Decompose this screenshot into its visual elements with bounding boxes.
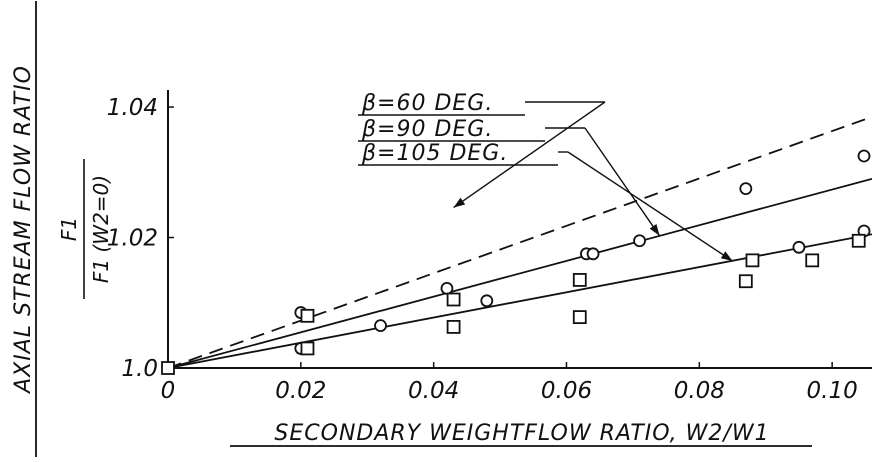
y-fraction-numerator: F1	[57, 217, 81, 241]
legend-leader-1	[584, 127, 661, 236]
axis-titles: SECONDARY WEIGHTFLOW RATIO, W2/W1 AXIAL S…	[11, 1, 812, 457]
square-point-2	[300, 341, 315, 356]
legend-arrowhead-1	[649, 223, 660, 236]
circle-point-8	[633, 234, 646, 248]
x-tick-label-3: 0.06	[541, 378, 592, 404]
circle-point-9	[739, 182, 753, 195]
legend-label-2: β=105 DEG.	[361, 141, 508, 166]
circle-point-5	[480, 294, 494, 308]
x-tick-label-1: 0.02	[275, 378, 326, 404]
x-tick-label-4: 0.08	[674, 378, 725, 404]
x-tick-label-2: 0.04	[408, 378, 459, 404]
x-tick-label-5: 0.10	[807, 378, 858, 404]
series-line-2	[167, 233, 872, 369]
circle-point-10	[792, 240, 806, 254]
square-point-4	[446, 319, 461, 334]
square-point-7	[738, 274, 753, 289]
legend-arrowhead-2	[720, 251, 733, 262]
fit-lines	[167, 115, 872, 369]
square-point-6	[572, 310, 587, 325]
legend-leader-0	[453, 101, 606, 209]
y-tick-label-1: 1.02	[107, 226, 158, 252]
y-tick-label-2: 1.04	[107, 95, 158, 121]
legend-label-0: β=60 DEG.	[361, 91, 493, 116]
y-fraction-group: F1 F1 (W2=0)	[57, 159, 113, 299]
x-axis-title: SECONDARY WEIGHTFLOW RATIO, W2/W1	[274, 421, 769, 446]
y-tick-label-0: 1.0	[121, 356, 158, 382]
square-point-8	[745, 253, 760, 268]
square-point-0	[161, 361, 175, 375]
legend-label-1: β=90 DEG.	[361, 117, 493, 142]
legend-annotations: β=60 DEG.β=90 DEG.β=105 DEG.	[358, 91, 733, 262]
y-axis-title: AXIAL STREAM FLOW RATIO	[11, 65, 36, 395]
axes: 0 0.02 0.04 0.06 0.08 0.10 1.0 1.02 1.04	[107, 90, 872, 404]
square-point-1	[300, 308, 315, 323]
square-point-3	[446, 292, 461, 307]
square-point-9	[805, 253, 820, 268]
circle-point-3	[374, 319, 387, 332]
y-axis-title-group: AXIAL STREAM FLOW RATIO	[11, 1, 37, 457]
data-points	[161, 149, 871, 375]
legend-arrowhead-0	[453, 197, 466, 208]
series-line-1	[167, 177, 872, 369]
legend-leader-2	[567, 151, 733, 262]
series-line-0	[167, 115, 872, 369]
square-point-10	[851, 233, 866, 248]
circle-point-7	[586, 247, 600, 261]
square-point-5	[572, 273, 587, 287]
circle-point-11	[857, 149, 871, 163]
circle-point-4	[440, 282, 454, 295]
x-tick-label-0: 0	[161, 378, 176, 404]
y-fraction-denominator: F1 (W2=0)	[89, 175, 113, 283]
